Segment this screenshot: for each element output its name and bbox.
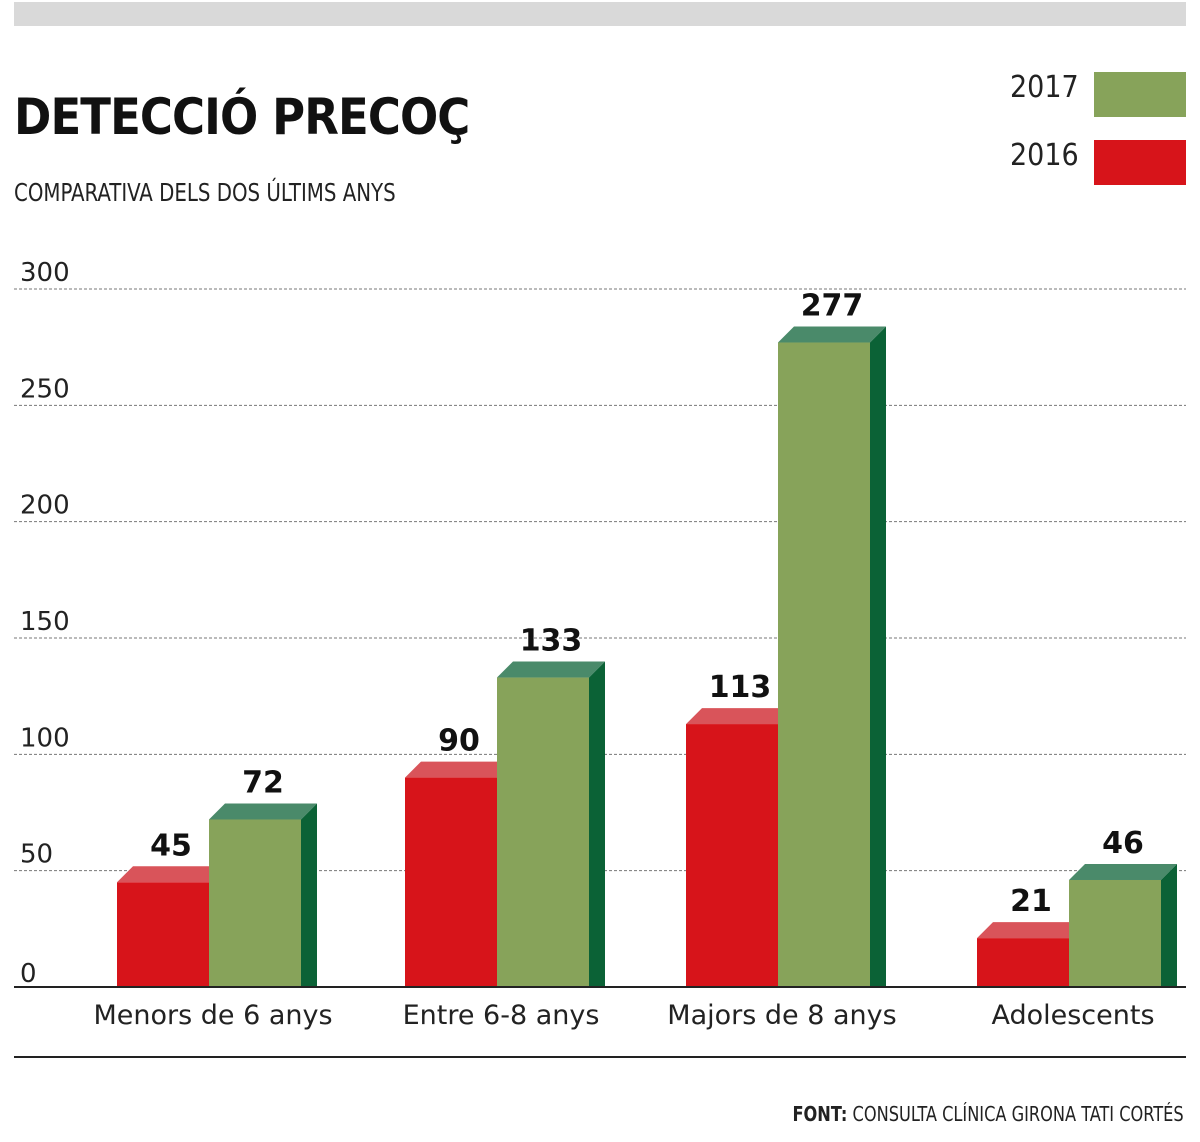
y-tick-label: 300	[20, 258, 70, 288]
legend-label-2017: 2017	[1010, 70, 1079, 105]
data-label: 277	[801, 289, 864, 324]
bar-2017	[209, 819, 301, 987]
source-note: FONT: CONSULTA CLÍNICA GIRONA TATI CORTÉ…	[793, 1102, 1184, 1126]
chart-subtitle: COMPARATIVA DELS DOS ÚLTIMS ANYS	[14, 178, 396, 207]
legend-label-2016: 2016	[1010, 138, 1079, 173]
top-bar	[14, 2, 1186, 26]
x-tick-label: Majors de 8 anys	[667, 1000, 896, 1031]
source-label: FONT:	[792, 1102, 848, 1126]
bar-top-2017	[497, 661, 605, 678]
y-tick-label: 150	[20, 607, 70, 637]
data-label: 133	[520, 624, 583, 659]
bar-side-2017	[589, 661, 605, 987]
y-tick-label: 200	[20, 491, 70, 521]
bar-2017	[1069, 879, 1161, 987]
legend-swatch-2017	[1094, 72, 1186, 117]
bar-side-2017	[1161, 863, 1177, 987]
x-tick-label: Menors de 6 anys	[93, 1000, 332, 1031]
data-label: 45	[150, 828, 192, 863]
y-tick-label: 250	[20, 374, 70, 404]
bar-2016	[117, 882, 209, 987]
data-label: 21	[1010, 884, 1052, 919]
bar-side-2017	[870, 326, 886, 988]
bar-2016	[405, 777, 497, 987]
bar-side-2017	[301, 803, 317, 987]
bar-2016	[686, 724, 778, 987]
bar-2017	[778, 342, 870, 988]
source-text: CONSULTA CLÍNICA GIRONA TATI CORTÉS	[852, 1102, 1184, 1126]
y-tick-label: 100	[20, 723, 70, 753]
bar-2016	[977, 938, 1069, 987]
data-label: 90	[438, 724, 480, 759]
bar-top-2017	[778, 326, 886, 343]
legend-swatch-2016	[1094, 140, 1186, 185]
bar-2017	[497, 677, 589, 987]
x-tick-label: Entre 6-8 anys	[403, 1000, 600, 1031]
data-label: 72	[242, 765, 284, 800]
data-label: 46	[1102, 826, 1144, 861]
bar-top-2017	[1069, 863, 1177, 880]
bar-top-2016	[117, 866, 225, 883]
chart-title: DETECCIÓ PRECOÇ	[14, 88, 470, 146]
bar-top-2016	[686, 708, 794, 725]
y-tick-label: 50	[20, 840, 53, 870]
data-label: 113	[709, 670, 772, 705]
y-tick-label: 0	[20, 959, 37, 989]
x-tick-label: Adolescents	[991, 1000, 1154, 1031]
bar-top-2016	[405, 761, 513, 778]
bar-top-2017	[209, 803, 317, 820]
bar-top-2016	[977, 922, 1085, 939]
